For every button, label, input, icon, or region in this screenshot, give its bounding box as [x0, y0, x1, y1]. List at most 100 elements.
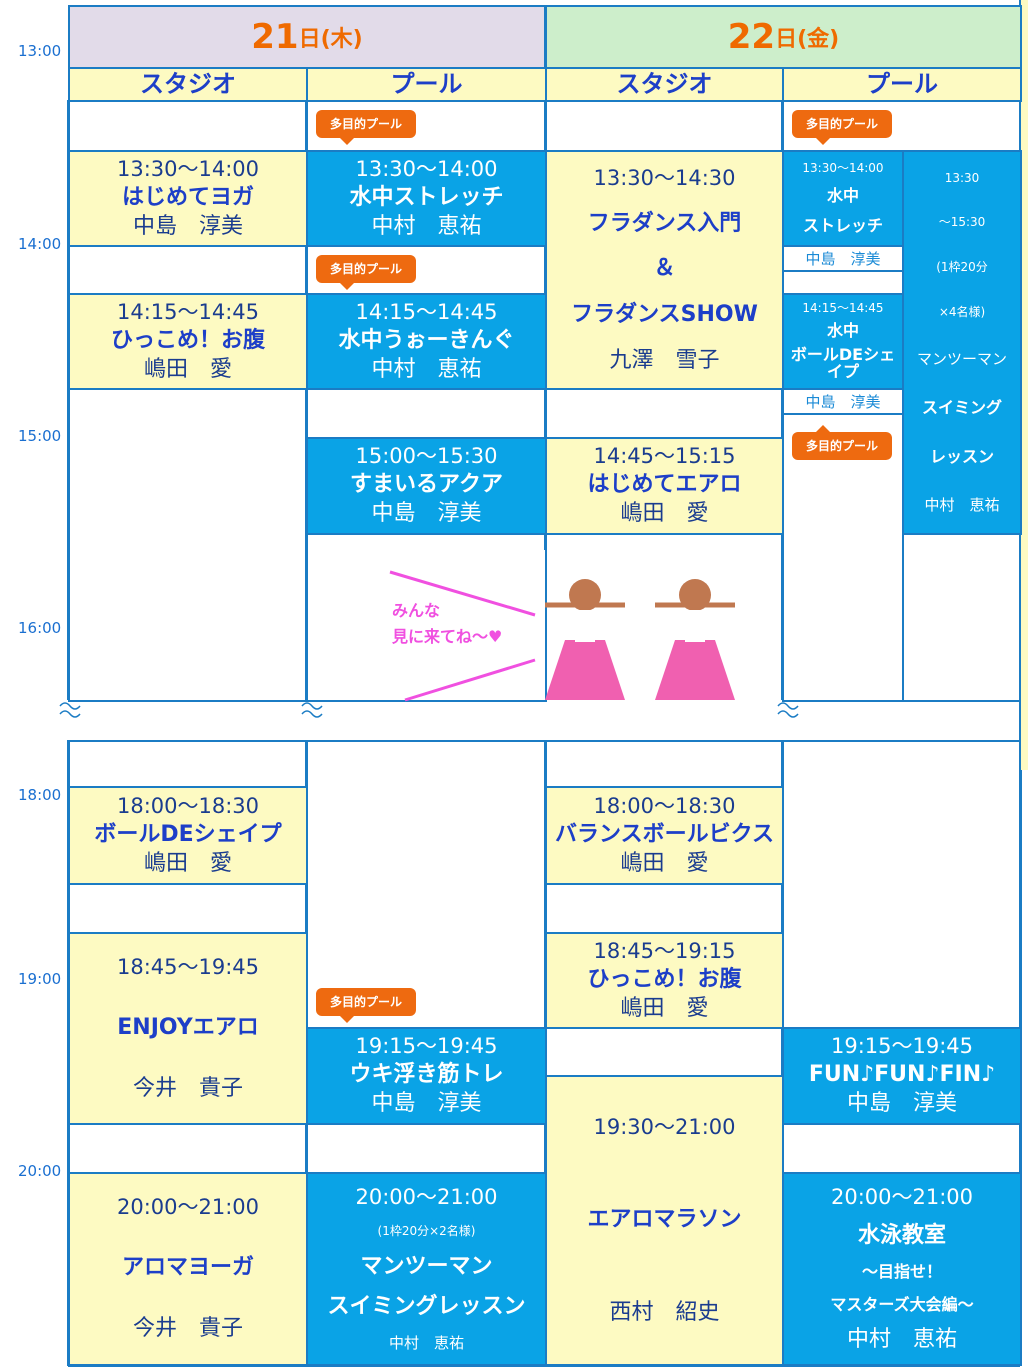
session: 14:15～14:45 ひっこめ！お腹 嶋田 愛 [68, 293, 308, 390]
session-text: 19:15～19:45 [830, 1034, 974, 1059]
session-text: 13:30～14:00 [116, 157, 260, 182]
session-text: ボールDEシェイプ [94, 821, 282, 847]
column-header: スタジオ [68, 67, 308, 102]
session-text: ENJOYエアロ [117, 1014, 259, 1040]
session-text: 13:30～14:00 [355, 157, 498, 182]
session: 13:30～14:00 水中ストレッチ 中村 恵祐 [306, 150, 547, 247]
time-label: 18:00 [18, 786, 62, 804]
session: 13:30～14:30 フラダンス入門 ＆ フラダンスSHOW 九澤 雪子 [545, 150, 784, 390]
session: 中島 淳美 [782, 388, 904, 415]
session-text: ウキ浮き筋トレ [349, 1062, 504, 1088]
session: 20:00～21:00 水泳教室 ～目指せ！ マスターズ大会編～ 中村 恵祐 [782, 1172, 1022, 1366]
day-header: 22 日(金) [545, 5, 1022, 69]
session: 14:15～14:45 水中うぉーきんぐ 中村 恵祐 [306, 293, 547, 390]
session-text: FUN♪FUN♪FIN♪ [808, 1062, 996, 1088]
annotation-line: 見に来てね～♥ [392, 627, 503, 646]
time-label: 14:00 [18, 235, 62, 253]
annotation-line: みんな [392, 601, 441, 620]
annotation: みんな 見に来てね～♥ [392, 598, 502, 650]
session: 14:45～15:15 はじめてエアロ 嶋田 愛 [545, 437, 784, 535]
session-text: すまいるアクア [350, 472, 503, 498]
session-text: 嶋田 愛 [143, 356, 232, 382]
empty-cell [545, 740, 784, 788]
session-text: 20:00～21:00 [830, 1184, 974, 1209]
session: 13:30～14:00 水中 ストレッチ [782, 150, 904, 247]
session-text: 水中うぉーきんぐ [338, 327, 515, 353]
session-text: ～15:30 [938, 215, 986, 230]
session-text: スイミングレッスン [327, 1294, 526, 1320]
session-text: 西村 紹史 [609, 1300, 720, 1326]
session-text: 中村 恵祐 [924, 495, 1000, 514]
session-text: ＆ [653, 256, 676, 282]
session-text: ボールDEシェイプ [790, 344, 896, 382]
session-text: 14:15～14:45 [116, 300, 260, 325]
badge: 多目的プール [316, 988, 416, 1023]
weekday: 日(金) [775, 27, 840, 52]
session-text: マンツーマン [916, 349, 1007, 368]
session-text: 中村 恵祐 [371, 356, 482, 382]
session: 中島 淳美 [782, 245, 904, 272]
session-text: 中島 淳美 [805, 250, 881, 268]
session-text: 13:30～14:00 [802, 161, 884, 176]
empty-cell [782, 413, 904, 702]
session-text: 18:00～18:30 [593, 793, 736, 818]
session-text: (1枠20分×2名様) [377, 1224, 476, 1239]
session-text: ～目指せ！ [861, 1261, 942, 1281]
session: 18:00～18:30 ボールDEシェイプ 嶋田 愛 [68, 786, 308, 885]
session-text: スイミング [921, 397, 1002, 417]
session-text: 13:30 [944, 170, 980, 185]
session: 20:00～21:00 アロマヨーガ 今井 貴子 [68, 1172, 308, 1366]
session-text: マスターズ大会編～ [830, 1294, 974, 1314]
date: 22 [727, 17, 776, 57]
weekday: 日(木) [298, 27, 363, 52]
time-label: 13:00 [18, 42, 62, 60]
badge: 多目的プール [792, 425, 892, 460]
session-text: 嶋田 愛 [620, 501, 709, 527]
session-text: 18:45～19:45 [116, 955, 260, 980]
session-text: 中村 恵祐 [388, 1334, 464, 1353]
session-text: 中島 淳美 [805, 393, 881, 411]
session: 18:45～19:15 ひっこめ！お腹 嶋田 愛 [545, 932, 784, 1029]
session-text: 中村 恵祐 [846, 1327, 957, 1353]
session-text: 中島 淳美 [132, 213, 243, 239]
session-text: 20:00～21:00 [116, 1195, 260, 1220]
session-text: 今井 貴子 [132, 1075, 243, 1101]
session: 19:30～21:00 エアロマラソン 西村 紹史 [545, 1075, 784, 1366]
session-text: ストレッチ [802, 216, 883, 236]
session-text: 19:30～21:00 [593, 1114, 736, 1139]
session-text: 13:30～14:30 [593, 165, 736, 190]
column-header: スタジオ [545, 67, 784, 102]
session-text: 14:15～14:45 [355, 300, 498, 325]
session-text: 水中ストレッチ [349, 184, 504, 210]
session-text: 15:00～15:30 [355, 444, 498, 469]
session-text: 14:45～15:15 [593, 444, 736, 469]
empty-cell [782, 740, 1022, 1029]
session: 18:00～18:30 バランスボールビクス 嶋田 愛 [545, 786, 784, 885]
badge: 多目的プール [316, 110, 416, 145]
session: 18:45～19:45 ENJOYエアロ 今井 貴子 [68, 932, 308, 1125]
session-text: はじめてエアロ [587, 472, 742, 498]
badge: 多目的プール [792, 110, 892, 145]
session-text: 中島 淳美 [371, 1091, 482, 1117]
session: 13:30～14:00 はじめてヨガ 中島 淳美 [68, 150, 308, 247]
session-text: バランスボールビクス [555, 821, 774, 847]
session-text: 九澤 雪子 [609, 347, 720, 373]
column-header: プール [782, 67, 1022, 102]
session: 13:30 ～15:30 (1枠20分 ×4名様) マンツーマン スイミング レッスン 中村 … [902, 150, 1022, 535]
session-text: 20:00～21:00 [355, 1185, 498, 1210]
badge: 多目的プール [316, 255, 416, 290]
session-text: マンツーマン [360, 1253, 493, 1279]
session-text: 19:15～19:45 [355, 1034, 498, 1059]
session-text: 18:00～18:30 [116, 793, 260, 818]
session-text: 嶋田 愛 [620, 995, 709, 1021]
session-text: エアロマラソン [587, 1206, 742, 1232]
session-text: (1枠20分 [936, 260, 988, 275]
session-text: はじめてヨガ [121, 184, 254, 210]
empty-cell [306, 740, 547, 1029]
empty-cell [68, 388, 308, 702]
session-text: アロマヨーガ [121, 1255, 254, 1281]
column-header: プール [306, 67, 547, 102]
time-label: 15:00 [18, 427, 62, 445]
session-text: ×4名様) [938, 304, 986, 319]
